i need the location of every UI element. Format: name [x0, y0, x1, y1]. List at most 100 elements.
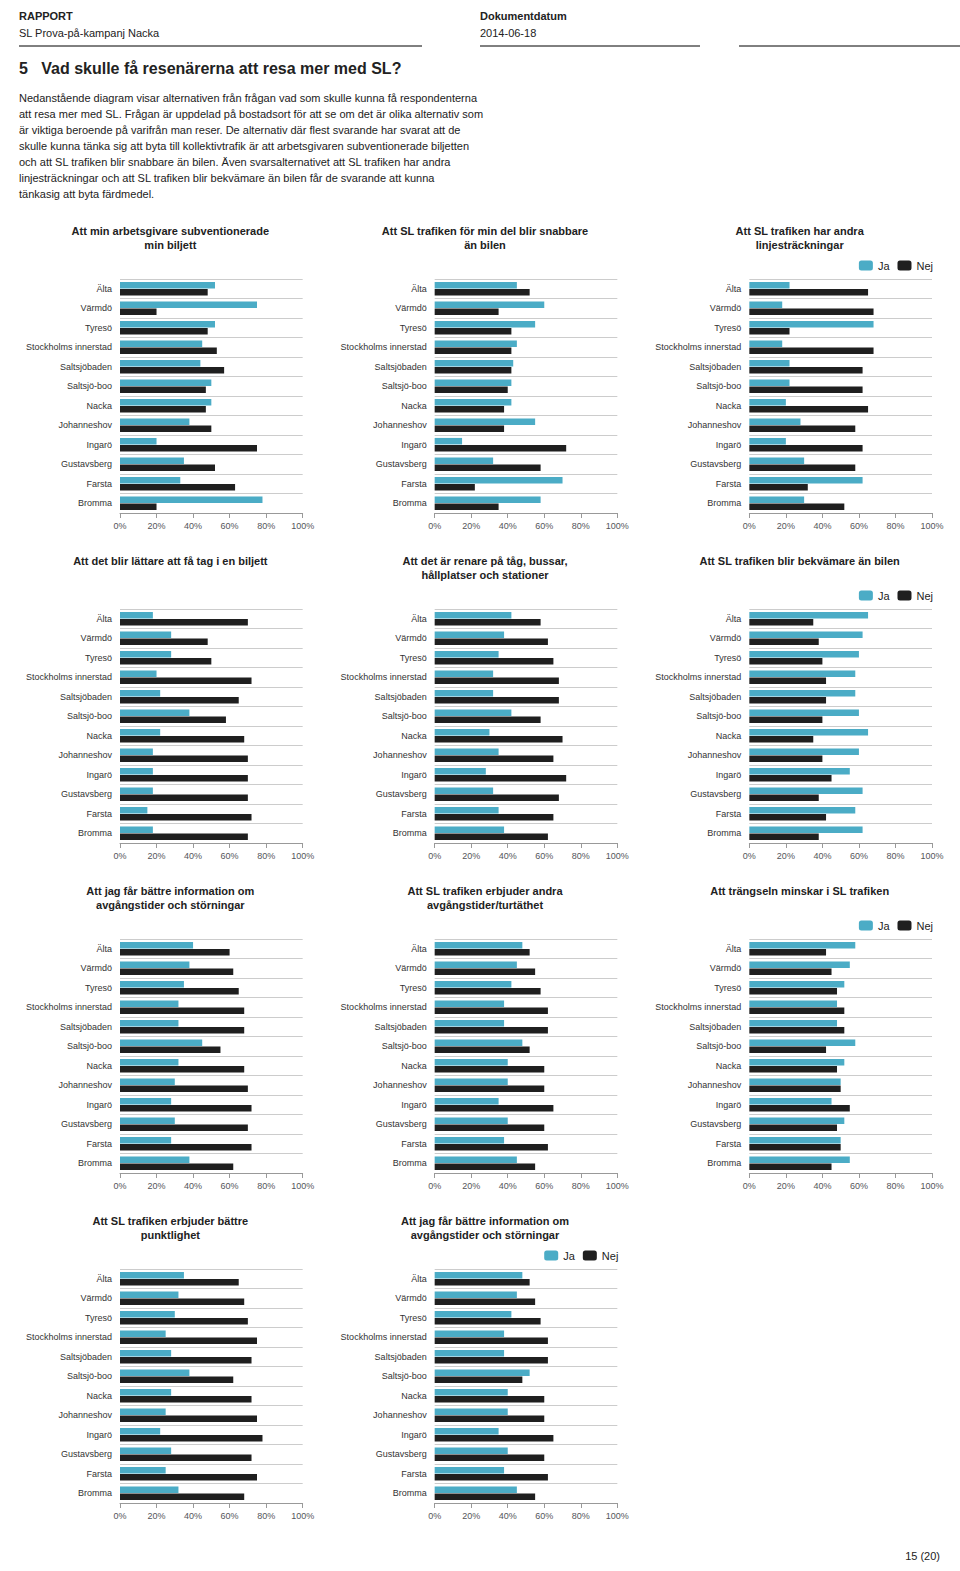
svg-text:Nacka: Nacka	[86, 1061, 112, 1071]
svg-text:Älta: Älta	[96, 614, 112, 624]
svg-text:Ingarö: Ingarö	[716, 1100, 742, 1110]
svg-text:Ingarö: Ingarö	[86, 770, 112, 780]
svg-text:Bromma: Bromma	[393, 1158, 427, 1168]
svg-text:Värmdö: Värmdö	[80, 633, 112, 643]
svg-text:40%: 40%	[184, 1511, 202, 1521]
svg-text:Farsta: Farsta	[86, 1139, 112, 1149]
svg-text:och att SL trafiken blir snabb: och att SL trafiken blir snabbare än bil…	[19, 156, 451, 168]
svg-text:40%: 40%	[813, 851, 831, 861]
svg-text:Värmdö: Värmdö	[710, 963, 742, 973]
svg-text:Johanneshov: Johanneshov	[58, 1080, 112, 1090]
svg-text:Saltsjö-boo: Saltsjö-boo	[67, 1371, 112, 1381]
svg-text:Stockholms innerstad: Stockholms innerstad	[655, 672, 741, 682]
svg-text:Farsta: Farsta	[86, 809, 112, 819]
svg-text:40%: 40%	[184, 1181, 202, 1191]
svg-text:Tyresö: Tyresö	[400, 983, 427, 993]
svg-text:Nacka: Nacka	[716, 401, 742, 411]
svg-text:80%: 80%	[257, 1181, 275, 1191]
svg-text:0%: 0%	[428, 521, 441, 531]
svg-text:Bromma: Bromma	[78, 498, 112, 508]
svg-text:20%: 20%	[148, 521, 166, 531]
svg-text:20%: 20%	[148, 1181, 166, 1191]
svg-text:är viktiga beroende på varifrå: är viktiga beroende på varifrån man rese…	[19, 124, 460, 136]
svg-text:Stockholms innerstad: Stockholms innerstad	[341, 672, 427, 682]
svg-text:Johanneshov: Johanneshov	[688, 1080, 742, 1090]
svg-text:Stockholms innerstad: Stockholms innerstad	[341, 1332, 427, 1342]
svg-text:Bromma: Bromma	[707, 498, 741, 508]
svg-text:Saltsjöbaden: Saltsjöbaden	[60, 1352, 112, 1362]
svg-text:Saltsjö-boo: Saltsjö-boo	[382, 381, 427, 391]
svg-text:Nacka: Nacka	[401, 731, 427, 741]
svg-text:Saltsjöbaden: Saltsjöbaden	[375, 1022, 427, 1032]
svg-text:Tyresö: Tyresö	[714, 653, 741, 663]
svg-text:skulle kunna tänka sig att byt: skulle kunna tänka sig att byta till kol…	[19, 140, 469, 152]
svg-text:100%: 100%	[291, 851, 314, 861]
svg-text:80%: 80%	[886, 851, 904, 861]
svg-text:Nacka: Nacka	[716, 731, 742, 741]
svg-text:Ja: Ja	[878, 590, 891, 602]
svg-text:Värmdö: Värmdö	[395, 633, 427, 643]
svg-text:Ingarö: Ingarö	[401, 1100, 427, 1110]
svg-text:40%: 40%	[499, 1511, 517, 1521]
svg-text:100%: 100%	[291, 521, 314, 531]
svg-text:20%: 20%	[462, 1181, 480, 1191]
svg-text:40%: 40%	[184, 521, 202, 531]
svg-text:80%: 80%	[886, 1181, 904, 1191]
svg-text:Ja: Ja	[563, 1250, 576, 1262]
svg-text:Älta: Älta	[726, 614, 742, 624]
svg-text:Tyresö: Tyresö	[400, 1313, 427, 1323]
svg-text:100%: 100%	[920, 851, 943, 861]
svg-text:60%: 60%	[221, 1181, 239, 1191]
svg-text:Bromma: Bromma	[393, 828, 427, 838]
svg-text:Ingarö: Ingarö	[401, 1430, 427, 1440]
svg-text:Tyresö: Tyresö	[400, 323, 427, 333]
svg-text:Värmdö: Värmdö	[710, 633, 742, 643]
svg-text:Farsta: Farsta	[401, 479, 427, 489]
svg-text:Nedanstående diagram visar alt: Nedanstående diagram visar alternativen …	[19, 92, 478, 104]
svg-text:0%: 0%	[743, 1181, 756, 1191]
svg-text:20%: 20%	[148, 1511, 166, 1521]
svg-text:Farsta: Farsta	[401, 1139, 427, 1149]
svg-text:Johanneshov: Johanneshov	[688, 750, 742, 760]
svg-text:hållplatser och stationer: hållplatser och stationer	[421, 569, 549, 581]
svg-text:Bromma: Bromma	[78, 1158, 112, 1168]
svg-text:Farsta: Farsta	[716, 809, 742, 819]
svg-text:Stockholms innerstad: Stockholms innerstad	[655, 1002, 741, 1012]
svg-text:Tyresö: Tyresö	[714, 983, 741, 993]
svg-text:0%: 0%	[113, 1181, 126, 1191]
svg-text:80%: 80%	[257, 851, 275, 861]
svg-text:20%: 20%	[148, 851, 166, 861]
svg-text:Ingarö: Ingarö	[401, 440, 427, 450]
svg-text:Ingarö: Ingarö	[401, 770, 427, 780]
svg-text:Saltsjöbaden: Saltsjöbaden	[375, 362, 427, 372]
svg-text:100%: 100%	[606, 521, 629, 531]
svg-text:40%: 40%	[499, 1181, 517, 1191]
svg-text:Gustavsberg: Gustavsberg	[690, 1119, 741, 1129]
svg-text:60%: 60%	[850, 851, 868, 861]
svg-text:Saltsjö-boo: Saltsjö-boo	[382, 711, 427, 721]
svg-text:Ingarö: Ingarö	[716, 770, 742, 780]
svg-text:Saltsjöbaden: Saltsjöbaden	[689, 1022, 741, 1032]
svg-text:Saltsjö-boo: Saltsjö-boo	[67, 381, 112, 391]
svg-text:40%: 40%	[813, 521, 831, 531]
svg-text:Nej: Nej	[916, 920, 933, 932]
svg-text:Stockholms innerstad: Stockholms innerstad	[26, 1002, 112, 1012]
svg-text:5 Vad skulle få resenärerna: 5 Vad skulle få resenärerna att resa mer…	[19, 60, 401, 77]
svg-text:Nacka: Nacka	[401, 401, 427, 411]
svg-text:80%: 80%	[572, 521, 590, 531]
svg-text:Tyresö: Tyresö	[85, 323, 112, 333]
svg-text:Saltsjö-boo: Saltsjö-boo	[67, 1041, 112, 1051]
svg-text:Farsta: Farsta	[86, 1469, 112, 1479]
svg-text:0%: 0%	[428, 1181, 441, 1191]
svg-text:Älta: Älta	[96, 284, 112, 294]
svg-text:Nacka: Nacka	[86, 1391, 112, 1401]
svg-text:Gustavsberg: Gustavsberg	[690, 789, 741, 799]
svg-text:Gustavsberg: Gustavsberg	[690, 459, 741, 469]
svg-text:0%: 0%	[113, 521, 126, 531]
svg-text:Att SL trafiken blir bekvämare: Att SL trafiken blir bekvämare än bilen	[700, 555, 901, 567]
svg-text:Älta: Älta	[726, 944, 742, 954]
svg-text:Värmdö: Värmdö	[395, 303, 427, 313]
svg-text:100%: 100%	[920, 521, 943, 531]
svg-text:Farsta: Farsta	[86, 479, 112, 489]
svg-text:Saltsjö-boo: Saltsjö-boo	[696, 711, 741, 721]
